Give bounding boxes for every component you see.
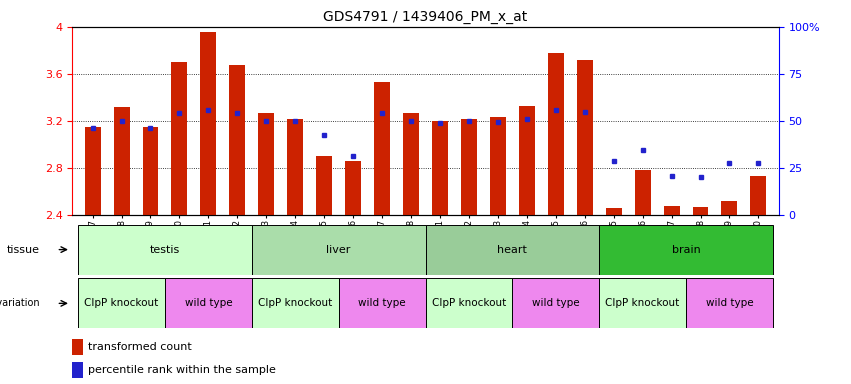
- Text: ClpP knockout: ClpP knockout: [431, 298, 506, 308]
- Bar: [548, 53, 563, 215]
- Bar: [599, 225, 773, 275]
- Bar: [519, 106, 534, 215]
- Bar: [664, 206, 679, 215]
- Bar: [172, 62, 187, 215]
- Bar: [84, 127, 100, 215]
- Bar: [252, 278, 339, 328]
- Text: wild type: wild type: [358, 298, 406, 308]
- Bar: [432, 121, 448, 215]
- Bar: [72, 362, 83, 378]
- Bar: [722, 201, 738, 215]
- Bar: [259, 113, 274, 215]
- Text: heart: heart: [497, 245, 528, 255]
- Bar: [461, 119, 477, 215]
- Bar: [599, 278, 686, 328]
- Text: wild type: wild type: [532, 298, 580, 308]
- Text: liver: liver: [327, 245, 351, 255]
- Bar: [317, 156, 332, 215]
- Bar: [201, 31, 216, 215]
- Bar: [142, 127, 158, 215]
- Text: wild type: wild type: [705, 298, 753, 308]
- Bar: [78, 278, 165, 328]
- Bar: [113, 107, 129, 215]
- Bar: [252, 225, 426, 275]
- Bar: [512, 278, 599, 328]
- Bar: [78, 225, 252, 275]
- Bar: [374, 82, 390, 215]
- Bar: [426, 278, 512, 328]
- Bar: [346, 161, 361, 215]
- Bar: [577, 60, 592, 215]
- Bar: [426, 225, 599, 275]
- Bar: [606, 208, 621, 215]
- Text: brain: brain: [671, 245, 700, 255]
- Text: tissue: tissue: [7, 245, 40, 255]
- Bar: [72, 339, 83, 355]
- Text: wild type: wild type: [185, 298, 232, 308]
- Bar: [165, 278, 252, 328]
- Text: ClpP knockout: ClpP knockout: [84, 298, 158, 308]
- Text: percentile rank within the sample: percentile rank within the sample: [88, 365, 276, 375]
- Bar: [686, 278, 773, 328]
- Bar: [230, 65, 245, 215]
- Bar: [288, 119, 303, 215]
- Bar: [339, 278, 426, 328]
- Bar: [751, 176, 767, 215]
- Title: GDS4791 / 1439406_PM_x_at: GDS4791 / 1439406_PM_x_at: [323, 10, 528, 25]
- Bar: [490, 118, 505, 215]
- Bar: [403, 113, 419, 215]
- Text: transformed count: transformed count: [88, 342, 191, 352]
- Bar: [693, 207, 709, 215]
- Text: ClpP knockout: ClpP knockout: [258, 298, 333, 308]
- Bar: [635, 170, 650, 215]
- Text: ClpP knockout: ClpP knockout: [605, 298, 680, 308]
- Text: genotype/variation: genotype/variation: [0, 298, 40, 308]
- Text: testis: testis: [150, 245, 180, 255]
